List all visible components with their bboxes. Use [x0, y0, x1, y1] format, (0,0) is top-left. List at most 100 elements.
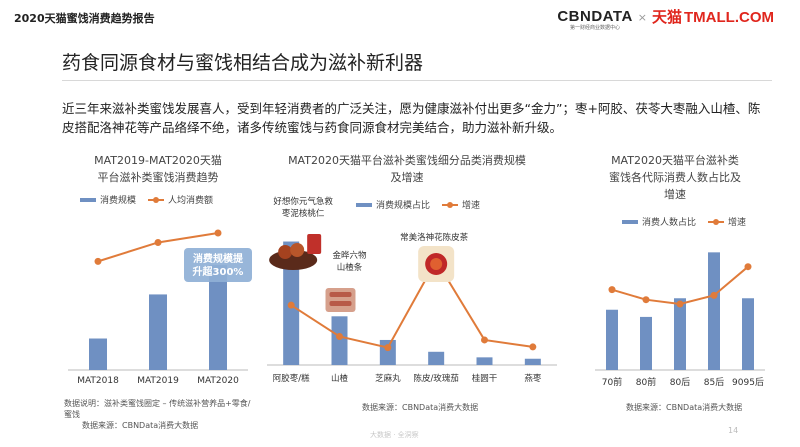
bar-MAT2020 — [209, 265, 227, 370]
line-增速 — [290, 258, 533, 349]
bar-芝麻丸 — [379, 339, 396, 365]
callout-box — [184, 248, 252, 282]
chart3-legend: 消费人数占比 增速 — [622, 215, 746, 228]
chart2-panel: MAT2020天猫平台滋补类蜜饯细分品类消费规模 及增速 — [262, 152, 552, 186]
bar-80后 — [674, 298, 686, 370]
brand-separator: × — [637, 11, 647, 24]
x-tick-label: 80后 — [670, 377, 690, 388]
chart1-note: 数据说明：滋补类蜜饯圈定 – 传统滋补营养品+零食/蜜饯 — [64, 399, 251, 419]
report-title: 2020天猫蜜饯消费趋势报告 — [14, 12, 155, 25]
x-tick-label: 桂圆干 — [472, 373, 498, 384]
legend-line-swatch — [148, 196, 165, 203]
chart1-source: 数据来源：CBNData消费大数据 — [82, 421, 199, 430]
page-number: 14 — [728, 426, 739, 435]
line-point-阿胶枣/糕 — [287, 301, 295, 309]
x-tick-label: 阿胶枣/糕 — [273, 373, 310, 384]
chart1-panel: MAT2019-MAT2020天猫 平台滋补类蜜饯消费趋势 — [58, 152, 258, 186]
cbndata-name: CBNDATA — [557, 8, 633, 25]
x-tick-label: 9095后 — [732, 377, 764, 388]
chart3-title-line1: MAT2020天猫平台滋补类 — [611, 154, 739, 167]
brand-logos: CBNDATA 第一财经商业数据中心 × 天猫 TMALL.COM — [557, 9, 774, 32]
line-point-MAT2018 — [94, 257, 102, 265]
product-label: 金晔六物 — [332, 250, 367, 261]
bar-桂圆干 — [476, 357, 493, 365]
product-label: 常美洛神花陈皮茶 — [400, 232, 469, 243]
hawthorn-strip-image — [329, 301, 352, 306]
legend-bar-swatch — [356, 202, 372, 207]
bar-9095后 — [742, 298, 754, 370]
chart2-title-line1: MAT2020天猫平台滋补类蜜饯细分品类消费规模 — [288, 154, 526, 167]
chart2-legend-line-label: 增速 — [462, 201, 481, 211]
x-tick-label: 燕枣 — [524, 373, 542, 384]
line-point-MAT2019 — [154, 238, 162, 246]
chart3-legend-bar-label: 消费人数占比 — [642, 218, 697, 228]
chart1-legend-line-label: 人均消费额 — [168, 196, 214, 206]
line-point-燕枣 — [529, 343, 537, 351]
jujube-package-image — [307, 234, 322, 254]
chart3-svg: 70前 80前 80后 85后 9095后 — [595, 252, 765, 388]
chart1-legend: 消费规模 人均消费额 — [80, 193, 213, 206]
tmall-logo-cn: 天猫 — [652, 8, 683, 26]
chart3-source: 数据来源：CBNData消费大数据 — [626, 403, 743, 412]
tea-liquid-image — [430, 258, 443, 270]
line-point-芝麻丸 — [384, 344, 392, 352]
chart3-title-line2: 蜜饯各代际消费人数占比及 — [609, 171, 741, 184]
line-point-80前 — [642, 296, 650, 304]
cbndata-subtitle: 第一财经商业数据中心 — [570, 25, 621, 31]
x-tick-label: MAT2019 — [137, 376, 179, 386]
hawthorn-image — [325, 288, 356, 312]
chart1-title-line1: MAT2019-MAT2020天猫 — [94, 154, 222, 167]
callout-text: 升超300% — [193, 265, 244, 278]
bar-70前 — [606, 309, 618, 370]
product-label: 好想你元气急救 — [273, 196, 333, 207]
bar-山楂 — [331, 316, 348, 365]
tmall-logo-en: TMALL.COM — [684, 9, 774, 26]
bar-80前 — [640, 316, 652, 370]
bar-MAT2018 — [89, 338, 107, 370]
bar-85后 — [708, 252, 720, 370]
hawthorn-strip-image — [329, 292, 352, 297]
legend-line-swatch — [442, 201, 459, 208]
chart1-legend-bar-label: 消费规模 — [100, 196, 137, 206]
x-tick-label: MAT2020 — [197, 376, 239, 386]
chart2-svg: 阿胶枣/糕 山楂 芝麻丸 陈皮/玫瑰茄 桂圆干 燕枣 好想你元气急救枣泥核桃仁金晔六物山楂条… — [267, 196, 557, 384]
title-divider — [62, 80, 772, 81]
chart2-legend-bar-label: 消费规模占比 — [376, 201, 431, 211]
chart2-title-line2: 及增速 — [390, 171, 424, 184]
line-point-85后 — [710, 291, 718, 299]
line-point-9095后 — [744, 263, 752, 271]
chart3-title-line3: 增速 — [664, 188, 686, 201]
chart2-legend: 消费规模占比 增速 — [356, 198, 480, 211]
x-tick-label: 80前 — [636, 376, 656, 388]
legend-line-swatch — [708, 218, 725, 225]
line-point-70前 — [608, 286, 616, 294]
line-point-山楂 — [336, 332, 343, 340]
bar-MAT2019 — [149, 294, 167, 370]
callout-text: 消费规模提 — [193, 252, 244, 265]
x-tick-label: 85后 — [704, 377, 724, 388]
bar-陈皮/玫瑰茄 — [428, 351, 445, 365]
legend-bar-swatch — [622, 219, 638, 224]
chart3-legend-line-label: 增速 — [728, 218, 747, 228]
chart1-title-line2: 平台滋补类蜜饯消费趋势 — [97, 171, 219, 184]
jujube-image — [278, 245, 293, 259]
legend-bar-swatch — [80, 197, 96, 202]
line-point-MAT2020 — [214, 229, 222, 237]
x-tick-label: 陈皮/玫瑰茄 — [413, 373, 458, 384]
chart2-source: 数据来源：CBNData消费大数据 — [362, 403, 479, 412]
bar-燕枣 — [524, 358, 541, 365]
x-tick-label: MAT2018 — [77, 376, 119, 386]
x-tick-label: 芝麻丸 — [375, 373, 401, 384]
slide-title: 药食同源食材与蜜饯相结合成为滋补新利器 — [62, 52, 424, 74]
line-point-桂圆干 — [481, 336, 488, 344]
x-tick-label: 70前 — [602, 376, 622, 388]
chart3-panel: MAT2020天猫平台滋补类 蜜饯各代际消费人数占比及 增速 — [590, 152, 760, 203]
intro-paragraph: 近三年来滋补类蜜饯发展喜人，受到年轻消费者的广泛关注，愿为健康滋补付出更多“金力… — [62, 101, 761, 135]
line-point-80后 — [676, 300, 684, 308]
x-tick-label: 山楂 — [331, 373, 349, 384]
jujube-image — [290, 243, 305, 257]
footer-watermark: 大数据 · 全洞察 — [370, 431, 419, 439]
product-label: 山楂条 — [337, 262, 363, 273]
product-label: 枣泥核桃仁 — [282, 208, 325, 219]
cbndata-logo: CBNDATA 第一财经商业数据中心 — [557, 9, 632, 32]
